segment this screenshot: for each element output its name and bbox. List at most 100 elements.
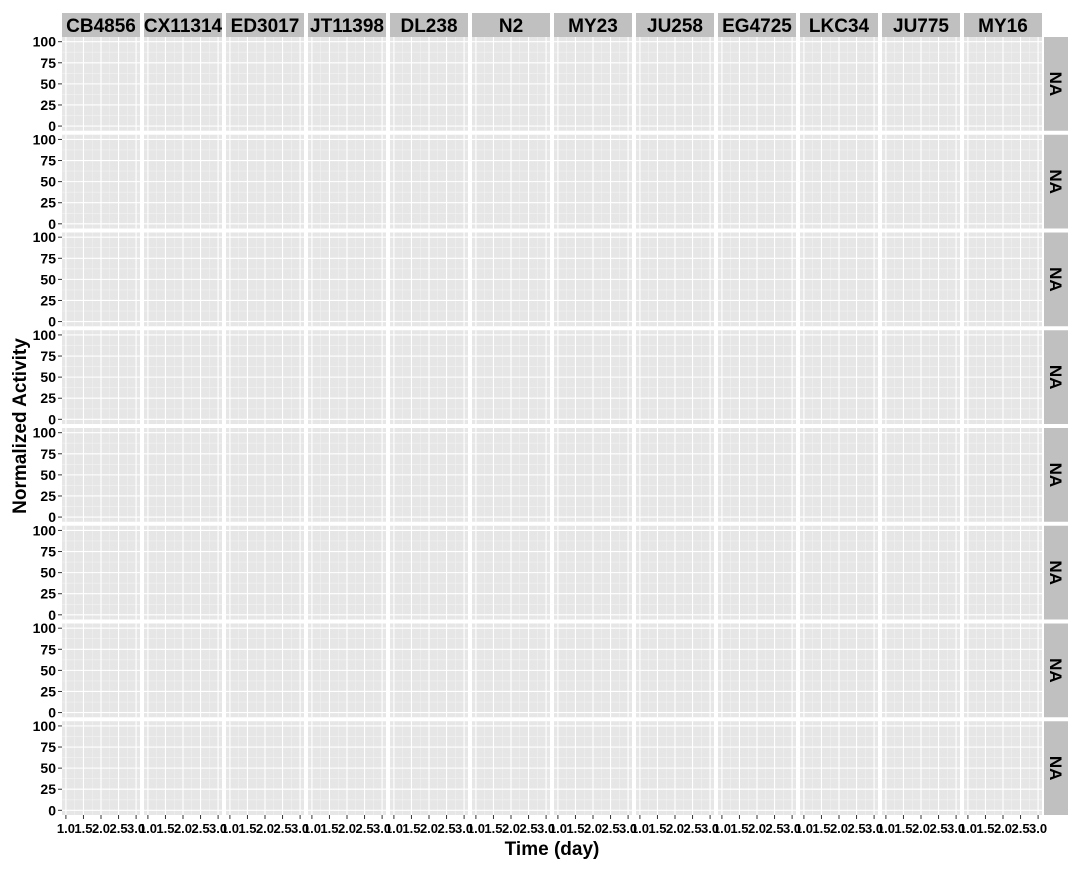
x-tick-label: 1.0 (139, 821, 157, 836)
y-tick-label: 25 (40, 586, 56, 602)
x-tick-label: 1.5 (812, 821, 830, 836)
y-tick-label: 50 (40, 271, 56, 287)
x-tick-label: 1.5 (484, 821, 502, 836)
y-tick-label: 100 (33, 425, 57, 441)
x-tick-label: 2.5 (848, 821, 866, 836)
y-tick-label: 75 (40, 544, 56, 560)
x-tick-label: 3.0 (455, 821, 473, 836)
y-tick-label: 50 (40, 174, 56, 190)
y-tick-label: 25 (40, 390, 56, 406)
column-strip (882, 13, 960, 37)
y-tick-label: 0 (48, 411, 56, 427)
y-tick-label: 100 (33, 522, 57, 538)
x-tick-label: 1.5 (320, 821, 338, 836)
row-strip (1044, 134, 1068, 229)
row-strip (1044, 525, 1068, 620)
y-tick-label: 100 (33, 34, 57, 50)
column-strip (636, 13, 714, 37)
y-tick-label: 75 (40, 250, 56, 266)
row-strip (1044, 721, 1068, 815)
x-tick-label: 1.0 (877, 821, 895, 836)
x-tick-label: 3.0 (947, 821, 965, 836)
x-tick-label: 1.0 (467, 821, 485, 836)
row-strip (1044, 232, 1068, 327)
row-strip-label: NA (1046, 756, 1065, 781)
x-tick-label: 2.0 (502, 821, 520, 836)
x-tick-label: 2.0 (994, 821, 1012, 836)
x-tick-label: 2.5 (520, 821, 538, 836)
y-tick-label: 25 (40, 97, 56, 113)
y-tick-label: 0 (48, 802, 56, 818)
x-tick-label: 2.5 (438, 821, 456, 836)
y-tick-label: 75 (40, 446, 56, 462)
column-strip (800, 13, 878, 37)
y-tick-label: 100 (33, 131, 57, 147)
y-tick-label: 75 (40, 348, 56, 364)
y-tick-label: 75 (40, 641, 56, 657)
y-axis-title: Normalized Activity (10, 338, 31, 514)
column-strip-label: JT11398 (310, 16, 384, 37)
column-strip-label: LKC34 (809, 16, 870, 37)
y-tick-label: 75 (40, 739, 56, 755)
x-tick-label: 1.0 (713, 821, 731, 836)
column-strip-label: JU775 (893, 16, 949, 37)
x-tick-label: 3.0 (1029, 821, 1047, 836)
x-tick-label: 1.5 (730, 821, 748, 836)
column-strip-label: ED3017 (231, 16, 300, 37)
x-tick-label: 3.0 (127, 821, 145, 836)
column-strip (472, 13, 550, 37)
y-tick-label: 75 (40, 55, 56, 71)
x-tick-label: 1.5 (648, 821, 666, 836)
column-strip-label: JU258 (647, 16, 703, 37)
x-tick-label: 2.5 (192, 821, 210, 836)
x-tick-label: 1.0 (221, 821, 239, 836)
x-tick-label: 2.0 (912, 821, 930, 836)
x-tick-label: 3.0 (619, 821, 637, 836)
column-strip (718, 13, 796, 37)
row-strip-label: NA (1046, 658, 1065, 683)
x-tick-label: 1.5 (156, 821, 174, 836)
x-tick-label: 1.5 (238, 821, 256, 836)
column-strip-label: DL238 (400, 16, 457, 37)
y-tick-label: 0 (48, 607, 56, 623)
column-strip (144, 13, 222, 37)
y-tick-label: 50 (40, 369, 56, 385)
row-strip (1044, 37, 1068, 131)
x-tick-label: 3.0 (373, 821, 391, 836)
x-tick-label: 2.0 (748, 821, 766, 836)
x-tick-label: 1.5 (566, 821, 584, 836)
x-tick-label: 2.5 (930, 821, 948, 836)
x-tick-label: 2.5 (110, 821, 128, 836)
x-tick-label: 2.5 (684, 821, 702, 836)
column-strip-label: EG4725 (722, 16, 792, 37)
x-tick-label: 2.5 (1012, 821, 1030, 836)
column-strip (554, 13, 632, 37)
x-tick-label: 1.0 (795, 821, 813, 836)
column-strip-label: MY16 (978, 16, 1028, 37)
x-tick-label: 2.0 (830, 821, 848, 836)
y-tick-label: 0 (48, 216, 56, 232)
row-strip (1044, 428, 1068, 522)
y-tick-label: 25 (40, 781, 56, 797)
x-tick-label: 3.0 (537, 821, 555, 836)
column-strip-label: CB4856 (66, 16, 136, 37)
y-tick-label: 100 (33, 620, 57, 636)
column-strip (226, 13, 304, 37)
x-tick-label: 1.5 (74, 821, 92, 836)
x-tick-label: 2.0 (256, 821, 274, 836)
column-strip (390, 13, 468, 37)
column-strip-label: CX11314 (144, 16, 223, 37)
row-strip (1044, 330, 1068, 424)
x-tick-label: 3.0 (783, 821, 801, 836)
x-tick-label: 3.0 (701, 821, 719, 836)
x-tick-label: 1.0 (303, 821, 321, 836)
column-strip (964, 13, 1042, 37)
x-tick-label: 1.0 (959, 821, 977, 836)
x-tick-label: 1.0 (385, 821, 403, 836)
row-strip-label: NA (1046, 365, 1065, 390)
x-tick-label: 3.0 (865, 821, 883, 836)
y-tick-label: 0 (48, 118, 56, 134)
y-tick-label: 75 (40, 153, 56, 169)
x-tick-label: 1.5 (976, 821, 994, 836)
